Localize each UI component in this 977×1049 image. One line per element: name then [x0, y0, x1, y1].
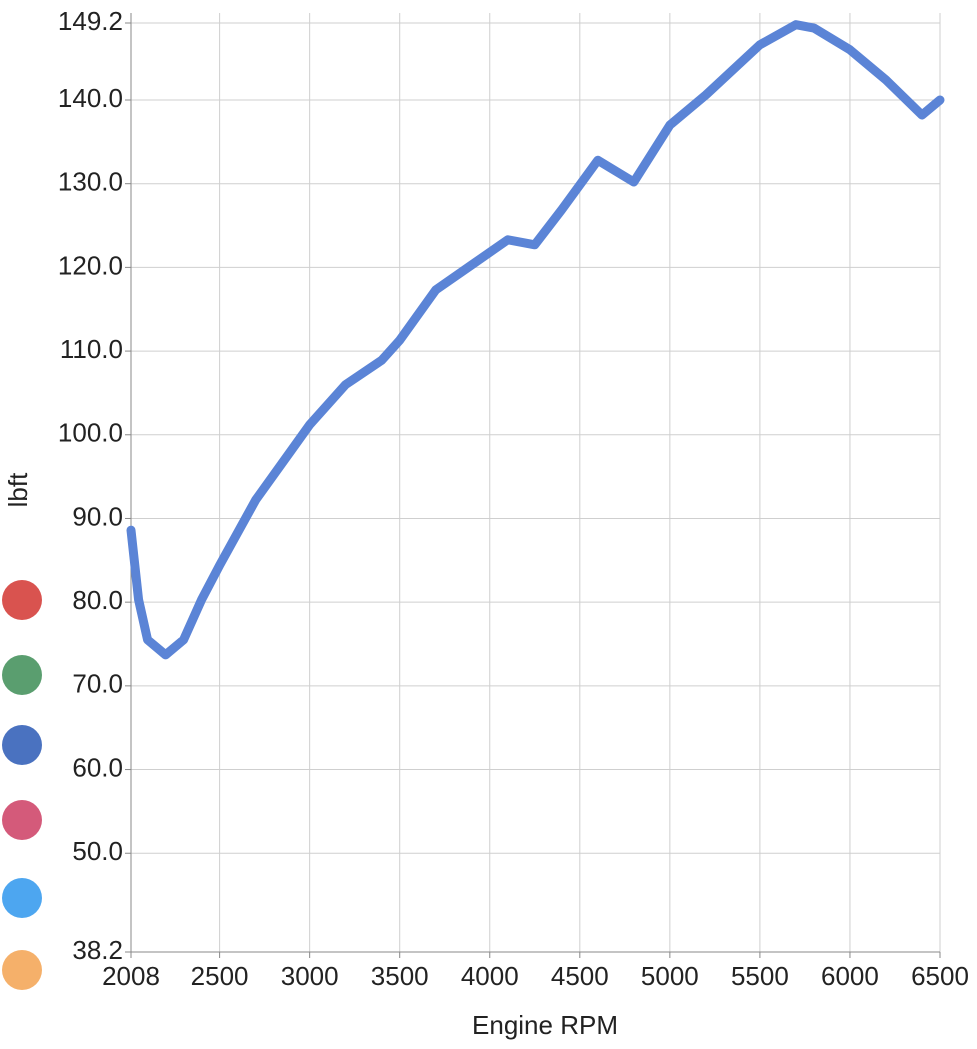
toggle[interactable] — [2, 800, 42, 840]
y-tick-label: 110.0 — [60, 334, 123, 364]
x-tick-label: 4500 — [551, 961, 609, 991]
y-tick-label: 60.0 — [72, 752, 123, 782]
x-tick-label: 3000 — [281, 961, 339, 991]
y-tick-label: 50.0 — [72, 836, 123, 866]
y-tick-label: 80.0 — [72, 585, 123, 615]
y-tick-label: 140.0 — [58, 83, 123, 113]
toggle[interactable] — [2, 950, 42, 990]
x-tick-label: 5000 — [641, 961, 699, 991]
toggle[interactable] — [2, 878, 42, 918]
y-tick-label: 38.2 — [72, 935, 123, 965]
x-tick-label: 6500 — [911, 961, 969, 991]
toggle[interactable] — [2, 655, 42, 695]
y-tick-label: 120.0 — [58, 250, 123, 280]
line — [126, 20, 945, 660]
x-axis-label: Engine RPM — [472, 1010, 618, 1040]
y-tick-label: 70.0 — [72, 669, 123, 699]
toggle[interactable] — [2, 580, 42, 620]
y-tick-label: 90.0 — [72, 501, 123, 531]
x-tick-label: 4000 — [461, 961, 519, 991]
y-tick-label: 149.2 — [58, 6, 123, 36]
x-tick-label: 6000 — [821, 961, 879, 991]
y-tick-label: 130.0 — [58, 167, 123, 197]
x-tick-label: 5500 — [731, 961, 789, 991]
x-tick-label: 2008 — [102, 961, 160, 991]
y-axis-label: lbft — [3, 472, 33, 507]
series-toggles[interactable] — [2, 580, 42, 990]
y-tick-label: 100.0 — [58, 418, 123, 448]
x-tick-label: 3500 — [371, 961, 429, 991]
x-tick-label: 2500 — [191, 961, 249, 991]
toggle[interactable] — [2, 725, 42, 765]
